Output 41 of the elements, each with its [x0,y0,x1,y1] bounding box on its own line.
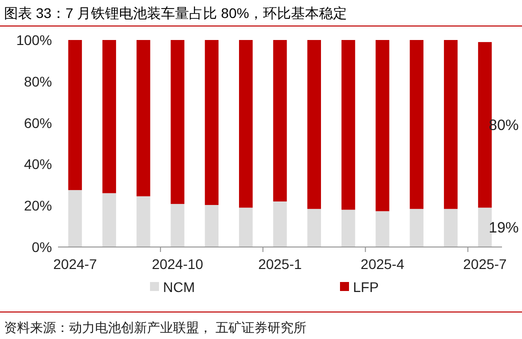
chart-title: 图表 33：7 月铁锂电池装车量占比 80%，环比基本稳定 [4,5,348,21]
bar [307,208,321,247]
bar [204,204,219,247]
bar [68,40,82,190]
x-tick-label: 2025-1 [258,256,302,272]
title: 图表 33：7 月铁锂电池装车量占比 80%，环比基本稳定 [0,5,522,26]
bar [239,40,253,208]
bar [444,208,458,247]
bar [239,208,253,247]
bar [170,204,184,247]
bar [376,211,390,247]
bar [410,40,424,209]
y-tick-label: 0% [32,239,52,255]
annotations: 资料来源：动力电池创新产业联盟， 五矿证券研究所 [4,320,307,335]
y-tick-label: 80% [24,73,52,90]
y-tick-label: 40% [24,156,52,172]
data-label: 19% [488,219,519,236]
x-tick-label: 2024-7 [53,256,98,272]
bar [341,40,356,210]
bar [136,40,150,196]
bar [170,40,184,204]
bar [136,196,150,247]
y-tick-label: 100% [16,32,52,48]
x-tick-label: 2025-7 [463,256,507,272]
bar [102,193,116,247]
x-tick-label: 2025-4 [360,256,404,272]
y-tick-label: 60% [24,114,52,131]
y-tick-label: 20% [24,198,52,214]
bar [102,40,116,194]
bar [341,210,356,247]
bar [376,40,390,212]
bar [204,40,219,205]
bar [444,40,458,209]
x-tick-label: 2024-10 [152,256,204,272]
bar [410,208,424,247]
legend-label: NCM [163,279,195,295]
bar [273,201,287,247]
bar [68,190,82,247]
bar [273,40,287,202]
bar [307,40,321,209]
legend-label: LFP [353,279,379,295]
